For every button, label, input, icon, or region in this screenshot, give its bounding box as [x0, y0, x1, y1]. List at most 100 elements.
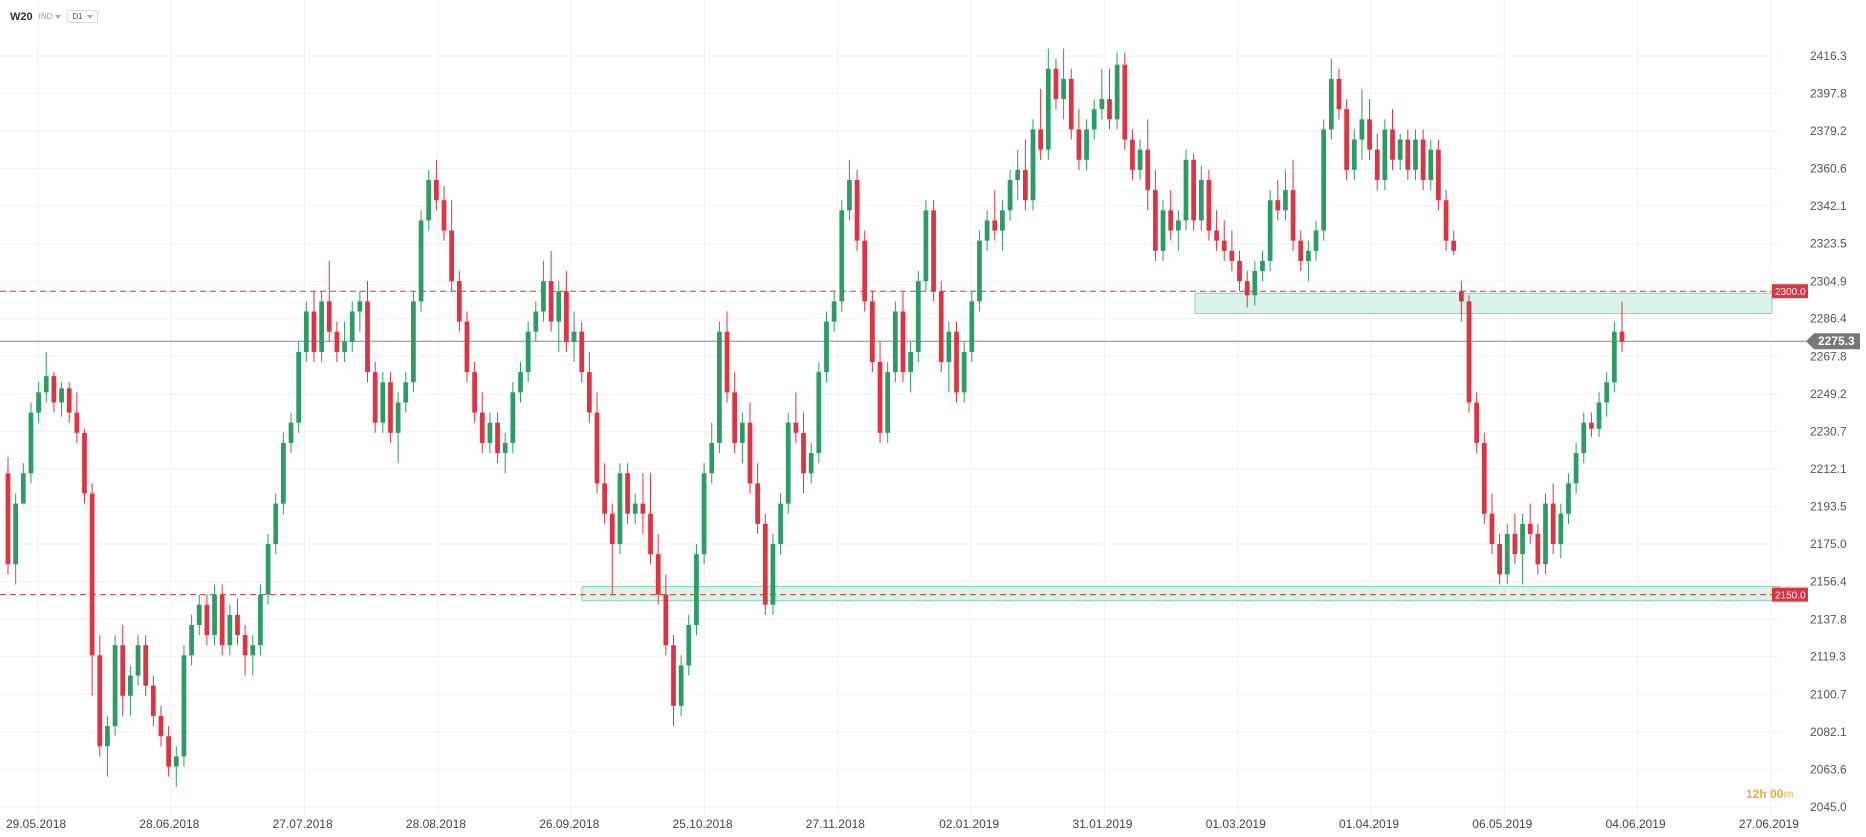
candle-body-up	[961, 351, 967, 393]
current-price-badge	[1806, 333, 1860, 350]
candle-body-up	[1084, 129, 1089, 160]
candle-body-down	[1130, 139, 1135, 170]
candle-body-up	[43, 376, 49, 393]
candle-body-down	[1535, 533, 1541, 565]
candle-body-up	[411, 301, 416, 383]
candle-body-up	[1045, 68, 1051, 150]
candle-body-down	[456, 281, 462, 322]
candle-body-up	[1030, 129, 1036, 201]
candle-body-up	[785, 422, 791, 504]
candle-body-up	[1313, 230, 1319, 251]
candle-body-down	[495, 422, 500, 454]
candle-body-up	[1183, 159, 1189, 221]
candle-body-up	[908, 351, 913, 373]
level-label-box	[1772, 284, 1808, 299]
candle-body-up	[487, 422, 493, 443]
candle-body-down	[143, 645, 149, 686]
candle-body-down	[51, 376, 57, 403]
candle-body-up	[525, 331, 531, 373]
candle-body-down	[1122, 64, 1128, 140]
candle-body-up	[212, 594, 217, 636]
candle-body-down	[97, 655, 103, 747]
candle-body-down	[1068, 78, 1074, 130]
timeframe-selector[interactable]: D1	[67, 10, 98, 23]
candle-body-up	[694, 554, 699, 625]
x-tick-label: 27.06.2019	[1739, 817, 1799, 831]
candle-body-up	[923, 210, 929, 282]
candle-body-down	[1153, 190, 1158, 251]
candle-body-up	[128, 675, 133, 696]
candle-body-up	[839, 210, 845, 302]
timeframe-label: D1	[72, 12, 83, 21]
y-tick-label: 2082.1	[1810, 725, 1847, 739]
candle-body-up	[770, 544, 776, 605]
candle-body-down	[204, 604, 210, 636]
y-tick-label: 2119.3	[1810, 650, 1846, 664]
candle-body-up	[303, 311, 309, 352]
candle-body-up	[1351, 139, 1357, 170]
candle-body-down	[1237, 260, 1242, 282]
symbol-label[interactable]: W20	[10, 10, 33, 23]
candle-body-up	[28, 412, 34, 474]
candle-body-up	[1581, 422, 1587, 454]
candle-body-up	[502, 442, 508, 454]
candle-body-down	[1527, 523, 1533, 534]
candle-body-up	[319, 301, 324, 352]
candle-body-up	[1573, 453, 1579, 484]
candle-body-up	[808, 453, 814, 474]
candle-body-down	[1374, 149, 1380, 180]
candle-body-up	[1611, 331, 1617, 383]
y-tick-label: 2063.6	[1810, 762, 1847, 776]
candle-body-down	[1481, 442, 1487, 514]
candle-body-up	[258, 594, 263, 646]
y-tick-label: 2360.6	[1810, 162, 1847, 176]
candle-body-up	[36, 392, 41, 413]
candle-body-up	[717, 331, 722, 443]
candle-body-up	[189, 624, 194, 656]
candle-body-down	[594, 412, 600, 484]
candle-body-down	[1466, 301, 1472, 403]
candle-body-up	[1260, 260, 1265, 272]
y-tick-label: 2193.5	[1810, 500, 1847, 514]
x-tick-label: 31.01.2019	[1072, 817, 1132, 831]
candle-body-up	[969, 301, 975, 352]
candle-body-up	[1015, 169, 1021, 180]
candle-body-down	[1221, 240, 1227, 251]
candle-body-down	[1619, 331, 1625, 342]
candle-body-down	[1053, 68, 1059, 100]
candle-body-down	[931, 210, 936, 292]
candle-body-up	[1007, 179, 1013, 211]
candle-body-up	[1160, 210, 1166, 251]
candle-body-down	[602, 483, 608, 514]
candle-body-down	[441, 200, 447, 231]
level-label: 2300.0	[1775, 287, 1806, 298]
candle-body-down	[1497, 544, 1502, 575]
y-tick-label: 2249.2	[1810, 387, 1847, 401]
countdown-hours: 12h	[1746, 787, 1767, 801]
candle-body-down	[663, 594, 669, 646]
candle-body-down	[648, 513, 653, 555]
x-tick-label: 28.06.2018	[139, 817, 199, 831]
candle-body-down	[1405, 139, 1411, 170]
candle-body-down	[1390, 129, 1395, 160]
candle-body-up	[701, 473, 707, 555]
candle-body-up	[1000, 210, 1005, 231]
y-tick-label: 2156.4	[1810, 575, 1847, 589]
candle-body-up	[946, 331, 952, 363]
support-resistance-zone	[1194, 292, 1773, 314]
candle-body-down	[326, 301, 332, 332]
candle-body-down	[150, 685, 156, 716]
candle-body-up	[1543, 503, 1548, 565]
candle-body-down	[82, 432, 87, 494]
candle-body-up	[105, 726, 110, 747]
candle-body-up	[342, 341, 347, 352]
candle-body-up	[281, 442, 286, 504]
candle-body-down	[1298, 240, 1304, 261]
candle-body-up	[1520, 523, 1525, 555]
candle-body-down	[900, 311, 906, 373]
market-selector[interactable]: IND	[39, 12, 62, 21]
market-label: IND	[38, 12, 53, 21]
candle-body-down	[862, 240, 868, 302]
candle-body-up	[181, 655, 187, 757]
